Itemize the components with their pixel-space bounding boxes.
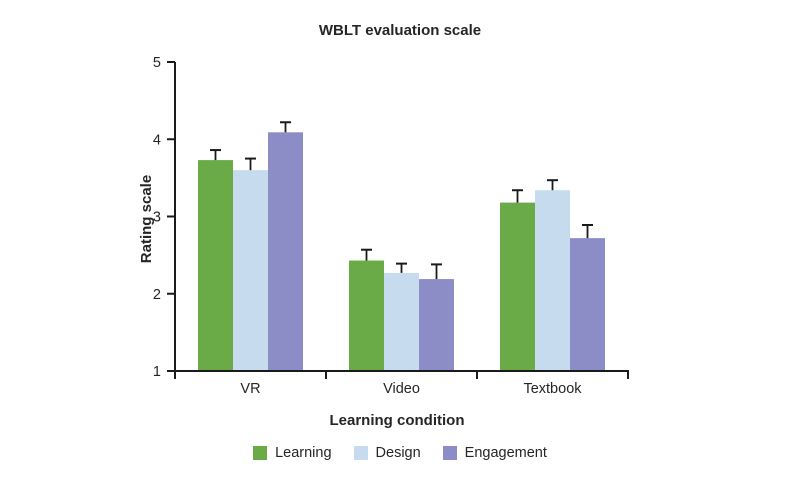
- chart-title: WBLT evaluation scale: [318, 22, 482, 39]
- y-tick-label-5: 5: [153, 55, 161, 71]
- y-tick-label-1: 1: [153, 364, 161, 380]
- y-tick-label-3: 3: [153, 210, 161, 226]
- legend-label: Engagement: [464, 445, 547, 461]
- legend-swatch-design: [353, 446, 368, 460]
- y-tick-label-4: 4: [153, 132, 161, 148]
- legend-item-learning: Learning: [253, 445, 332, 461]
- bar-engagement-video: [419, 279, 454, 371]
- legend: Learning Design Engagement: [0, 445, 800, 461]
- bar-design-textbook: [535, 190, 570, 371]
- bar-design-video: [384, 272, 419, 371]
- x-category-label-vr: VR: [240, 381, 260, 397]
- bar-learning-textbook: [500, 202, 535, 371]
- bar-engagement-textbook: [570, 238, 605, 371]
- legend-swatch-engagement: [442, 446, 457, 460]
- bar-learning-video: [349, 260, 384, 371]
- x-category-label-video: Video: [383, 381, 420, 397]
- legend-item-engagement: Engagement: [442, 445, 547, 461]
- x-category-label-textbook: Textbook: [523, 381, 582, 397]
- bar-design-vr: [233, 170, 268, 371]
- legend-label: Design: [375, 445, 421, 461]
- bar-learning-vr: [198, 160, 233, 371]
- legend-swatch-learning: [253, 446, 268, 460]
- legend-label: Learning: [275, 445, 332, 461]
- bar-engagement-vr: [268, 132, 303, 371]
- y-tick-label-2: 2: [153, 287, 161, 303]
- x-axis-label: Learning condition: [329, 412, 465, 429]
- legend-item-design: Design: [353, 445, 421, 461]
